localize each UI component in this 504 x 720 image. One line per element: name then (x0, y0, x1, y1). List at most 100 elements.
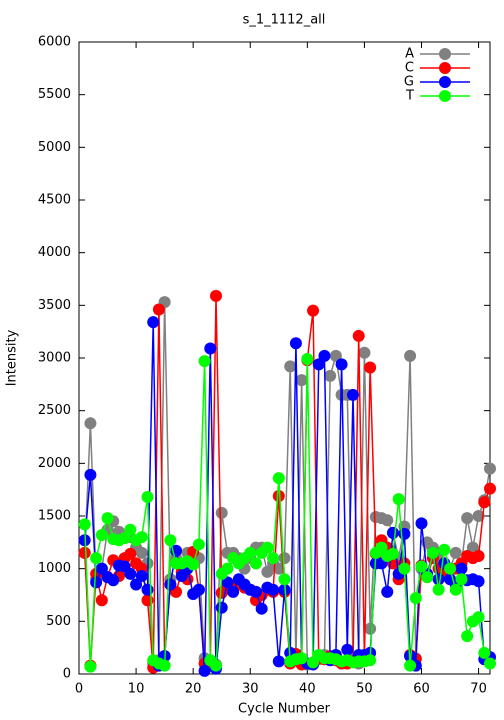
data-point (118, 532, 131, 545)
data-point (204, 342, 217, 355)
data-point (130, 578, 143, 591)
data-point (215, 601, 228, 614)
y-tick-label: 3000 (38, 351, 71, 366)
data-point (267, 583, 280, 596)
data-point (284, 360, 297, 373)
data-point (409, 592, 422, 605)
data-point (444, 562, 457, 575)
x-tick-label: 20 (185, 682, 202, 697)
data-point (164, 578, 177, 591)
legend-label: T (405, 89, 414, 104)
data-point (381, 514, 394, 527)
data-point (364, 622, 377, 635)
data-point (432, 573, 445, 586)
data-point (472, 611, 485, 624)
legend-label: G (404, 75, 414, 90)
data-point (101, 512, 114, 525)
y-tick-label: 0 (63, 667, 71, 682)
data-point (461, 630, 474, 643)
data-point (398, 562, 411, 575)
data-point (135, 546, 148, 559)
y-tick-label: 6000 (38, 35, 71, 50)
data-point (324, 369, 337, 382)
data-point (95, 528, 108, 541)
data-point (426, 546, 439, 559)
data-point (95, 562, 108, 575)
data-point (95, 594, 108, 607)
data-point (249, 585, 262, 598)
legend-label: A (405, 47, 414, 62)
x-tick-label: 70 (470, 682, 487, 697)
data-point (375, 541, 388, 554)
data-point (124, 547, 137, 560)
y-tick-label: 5000 (38, 140, 71, 155)
data-point (312, 358, 325, 371)
data-point (158, 659, 171, 672)
data-point (398, 527, 411, 540)
data-point (289, 337, 302, 350)
data-point (484, 482, 496, 495)
data-point (404, 349, 417, 362)
data-point (249, 557, 262, 570)
data-point (221, 562, 234, 575)
data-point (386, 547, 399, 560)
data-point (90, 552, 103, 565)
data-point (295, 652, 308, 665)
chart-title: s_1_1112_all (243, 13, 326, 28)
data-point (261, 565, 274, 578)
data-point (341, 643, 354, 656)
data-point (141, 583, 154, 596)
y-tick-label: 4500 (38, 193, 71, 208)
data-point (192, 583, 205, 596)
data-point (352, 329, 365, 342)
data-point (358, 346, 371, 359)
data-point (90, 576, 103, 589)
data-point (152, 303, 165, 316)
data-point (484, 657, 496, 670)
data-point (404, 659, 417, 672)
data-point (301, 353, 314, 366)
data-point (198, 664, 211, 677)
data-point (295, 374, 308, 387)
x-tick-label: 10 (128, 682, 145, 697)
data-point (455, 562, 468, 575)
y-tick-label: 1000 (38, 561, 71, 576)
data-point (210, 289, 222, 302)
data-point (329, 349, 342, 362)
x-tick-label: 0 (75, 682, 83, 697)
x-tick-label: 40 (299, 682, 316, 697)
data-point (78, 546, 91, 559)
data-point (472, 550, 485, 563)
data-point (347, 388, 359, 401)
data-point (466, 541, 479, 554)
data-point (267, 552, 280, 565)
data-point (244, 546, 257, 559)
data-point (221, 576, 234, 589)
data-point (272, 472, 285, 485)
data-point (272, 562, 285, 575)
data-point (449, 583, 462, 596)
data-point (135, 570, 148, 583)
data-point (124, 523, 137, 536)
y-tick-label: 2500 (38, 403, 71, 418)
data-point (272, 655, 285, 668)
series-line (83, 359, 491, 668)
data-point (272, 489, 285, 502)
legend-marker (439, 76, 451, 88)
data-point (141, 491, 154, 504)
data-point (261, 541, 274, 554)
data-point (84, 468, 97, 481)
data-point (147, 316, 160, 329)
x-tick-label: 60 (413, 682, 430, 697)
data-point (472, 510, 485, 522)
data-point (335, 358, 348, 371)
data-point (278, 573, 291, 586)
data-point (107, 574, 120, 587)
data-point (364, 654, 377, 667)
data-point (421, 571, 434, 584)
y-tick-label: 3500 (38, 298, 71, 313)
data-point (381, 585, 394, 598)
data-point (432, 583, 445, 596)
data-point (392, 493, 405, 506)
